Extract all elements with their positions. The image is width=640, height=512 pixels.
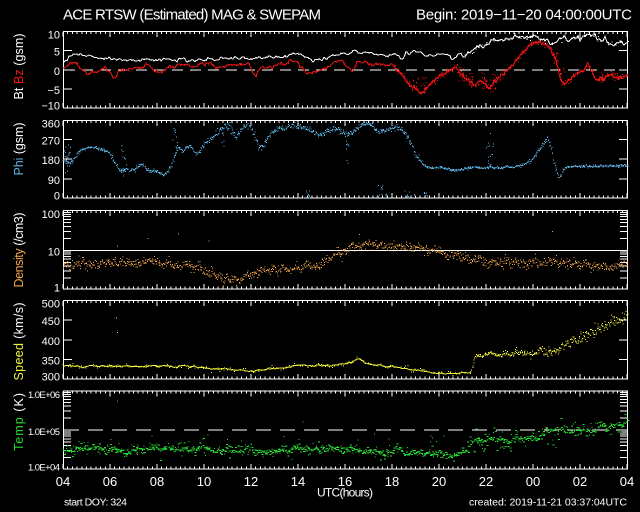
svg-text:5: 5	[54, 46, 60, 58]
svg-text:360: 360	[42, 118, 60, 130]
svg-text:Density (/cm3): Density (/cm3)	[12, 213, 26, 288]
svg-text:0: 0	[54, 191, 60, 203]
svg-text:1: 1	[54, 282, 60, 294]
svg-text:90: 90	[48, 175, 60, 187]
svg-text:1.0E+06: 1.0E+06	[28, 390, 60, 401]
svg-text:16: 16	[338, 474, 352, 489]
svg-text:−10: −10	[41, 101, 60, 113]
svg-text:UTC(hours): UTC(hours)	[317, 486, 373, 500]
svg-text:1.0E+04: 1.0E+04	[28, 463, 60, 474]
svg-text:500: 500	[42, 298, 60, 310]
svg-text:Begin: 2019−11−20 04:00:00UTC: Begin: 2019−11−20 04:00:00UTC	[416, 7, 632, 24]
svg-text:10: 10	[197, 474, 211, 489]
svg-text:1.0E+05: 1.0E+05	[28, 427, 60, 438]
svg-text:Bt Bz (gsm): Bt Bz (gsm)	[12, 34, 26, 100]
svg-text:300: 300	[42, 372, 60, 384]
svg-text:400: 400	[42, 336, 60, 348]
svg-text:ACE RTSW (Estimated) MAG & SWE: ACE RTSW (Estimated) MAG & SWEPAM	[63, 7, 321, 24]
svg-text:06: 06	[103, 474, 117, 489]
svg-text:14: 14	[291, 474, 305, 489]
svg-text:18: 18	[385, 474, 399, 489]
svg-text:12: 12	[244, 474, 258, 489]
svg-text:08: 08	[150, 474, 164, 489]
svg-text:22: 22	[479, 474, 493, 489]
svg-text:180: 180	[42, 155, 60, 167]
svg-text:270: 270	[42, 136, 60, 148]
svg-text:created: 2019-11-21 03:37:04UT: created: 2019-11-21 03:37:04UTC	[469, 497, 627, 509]
svg-text:Phi (gsm): Phi (gsm)	[12, 123, 26, 176]
svg-text:−5: −5	[47, 85, 60, 97]
svg-text:10: 10	[48, 246, 60, 258]
svg-text:10: 10	[48, 29, 60, 41]
svg-text:20: 20	[432, 474, 446, 489]
svg-text:100: 100	[42, 209, 60, 221]
svg-text:Speed (km/s): Speed (km/s)	[12, 303, 26, 381]
svg-text:350: 350	[42, 356, 60, 368]
svg-text:start DOY: 324: start DOY: 324	[64, 497, 127, 509]
svg-text:450: 450	[42, 316, 60, 328]
svg-text:02: 02	[573, 474, 587, 489]
svg-text:00: 00	[526, 474, 540, 489]
svg-text:04: 04	[620, 474, 634, 489]
svg-text:04: 04	[56, 474, 70, 489]
svg-text:Temp (K): Temp (K)	[12, 393, 26, 451]
svg-text:0: 0	[54, 66, 60, 78]
